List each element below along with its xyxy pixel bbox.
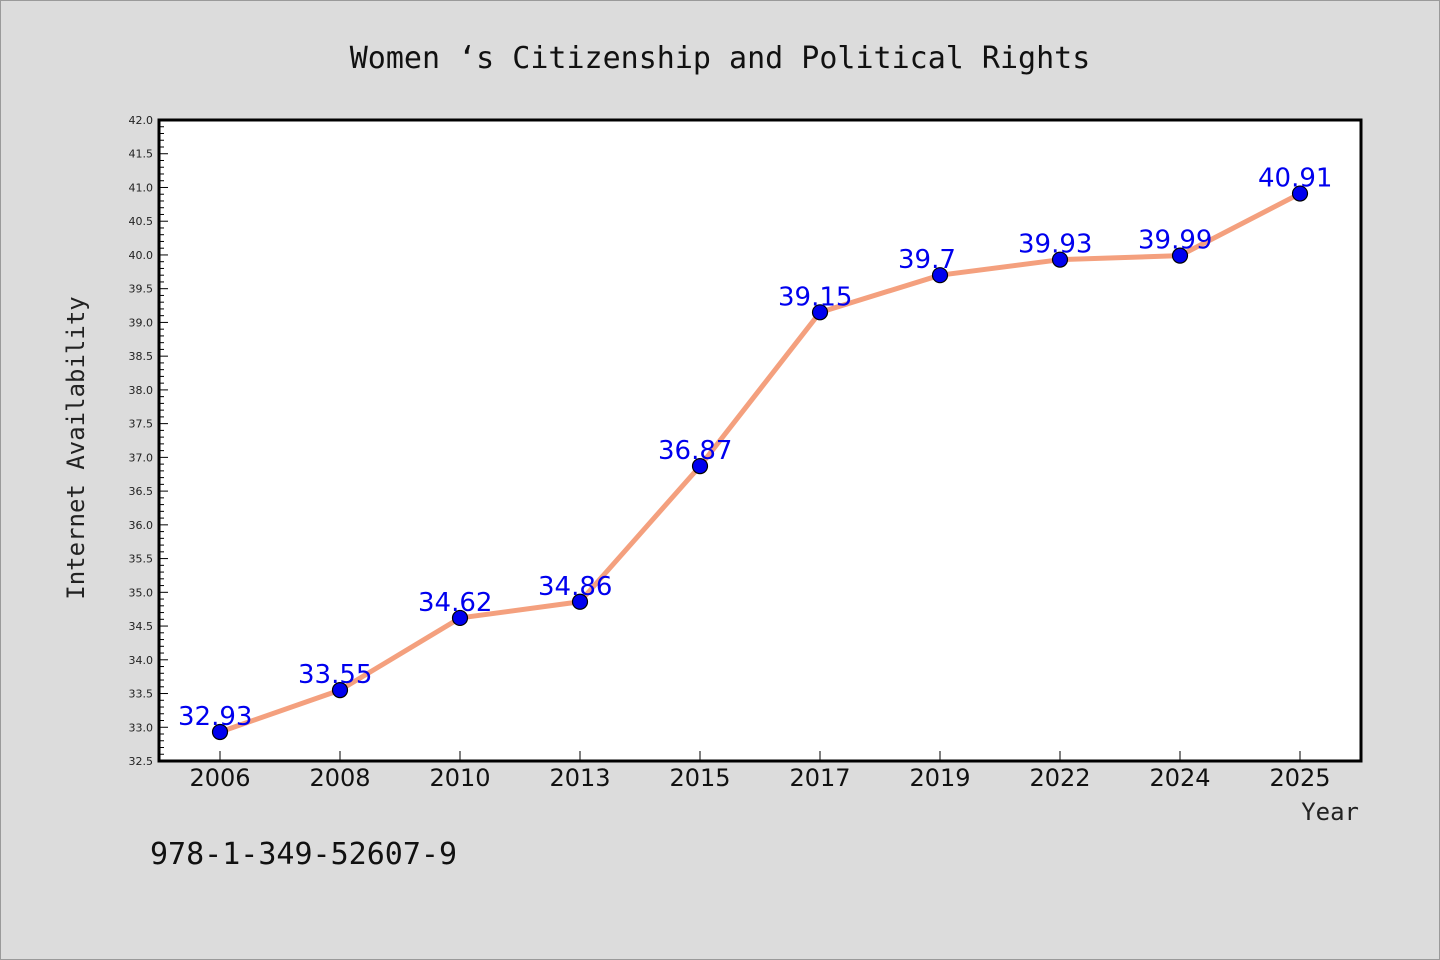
data-point bbox=[1291, 185, 1309, 202]
data-label: 39.7 bbox=[898, 245, 956, 275]
data-labels: 32.93 33.55 34.62 34.86 36.87 39.15 39.7 39.93 3… bbox=[178, 164, 1332, 732]
y-tick-label: 42.0 bbox=[129, 114, 154, 127]
data-point bbox=[211, 723, 229, 741]
y-tick-label: 33.0 bbox=[129, 721, 154, 734]
y-tick-label: 34.0 bbox=[129, 654, 154, 667]
x-tick-label: 2015 bbox=[669, 764, 730, 792]
data-label: 34.62 bbox=[418, 588, 492, 618]
x-tick-label: 2017 bbox=[789, 764, 850, 792]
chart-title: Women ‘s Citizenship and Political Right… bbox=[350, 41, 1091, 76]
data-label: 34.86 bbox=[538, 572, 612, 602]
data-label: 33.55 bbox=[298, 660, 372, 690]
x-tick-label: 2024 bbox=[1149, 764, 1210, 792]
y-tick-label: 40.5 bbox=[129, 215, 154, 228]
plot-area bbox=[157, 118, 1363, 763]
y-axis-title: Internet Availability bbox=[62, 296, 90, 599]
data-point bbox=[571, 593, 589, 610]
x-tick-label: 2019 bbox=[909, 764, 970, 792]
y-tick-label: 33.5 bbox=[129, 688, 154, 701]
data-point bbox=[1171, 247, 1189, 264]
y-tick-label: 41.0 bbox=[129, 181, 154, 194]
data-point bbox=[451, 609, 469, 627]
y-tick-label: 41.5 bbox=[129, 148, 154, 161]
x-tick-label: 2013 bbox=[549, 764, 610, 792]
x-tick-label: 2006 bbox=[189, 764, 250, 792]
x-axis: 2006 2008 2010 2013 2015 2017 2019 2022 2024 2025 bbox=[189, 751, 1331, 792]
x-tick-label: 2008 bbox=[309, 764, 370, 792]
data-point bbox=[1051, 251, 1069, 268]
data-point bbox=[691, 458, 709, 475]
y-tick-label: 38.0 bbox=[129, 384, 154, 397]
data-label: 40.91 bbox=[1258, 164, 1332, 194]
data-label: 32.93 bbox=[178, 702, 252, 732]
data-label: 39.15 bbox=[778, 282, 852, 312]
data-label: 39.99 bbox=[1138, 226, 1212, 256]
y-tick-label: 37.0 bbox=[129, 451, 154, 464]
data-point bbox=[331, 682, 349, 699]
x-tick-label: 2025 bbox=[1269, 764, 1330, 792]
y-tick-label: 34.5 bbox=[129, 620, 154, 633]
y-tick-label: 32.5 bbox=[129, 755, 154, 768]
y-tick-label: 37.5 bbox=[129, 418, 154, 431]
y-tick-label: 35.5 bbox=[129, 553, 154, 566]
y-tick-label: 39.0 bbox=[129, 316, 154, 329]
y-tick-label: 38.5 bbox=[129, 350, 154, 363]
y-tick-label: 36.5 bbox=[129, 485, 154, 498]
data-label: 36.87 bbox=[658, 436, 732, 466]
x-tick-label: 2022 bbox=[1029, 764, 1090, 792]
x-axis-title: Year bbox=[1301, 798, 1359, 826]
data-label: 39.93 bbox=[1018, 230, 1092, 260]
x-tick-label: 2010 bbox=[429, 764, 490, 792]
y-tick-label: 40.0 bbox=[129, 249, 154, 262]
y-tick-label: 36.0 bbox=[129, 519, 154, 532]
isbn-code: 978-1-349-52607-9 bbox=[150, 837, 457, 872]
data-point bbox=[811, 304, 829, 321]
series bbox=[211, 185, 1309, 741]
series-line bbox=[217, 191, 1303, 735]
y-tick-label: 35.0 bbox=[129, 586, 154, 599]
y-axis: 32.5 33.0 33.5 34.0 34.5 35.0 35.5 36.0 36.5 37.0… bbox=[129, 114, 168, 768]
data-point bbox=[931, 267, 949, 284]
y-tick-label: 39.5 bbox=[129, 283, 154, 296]
